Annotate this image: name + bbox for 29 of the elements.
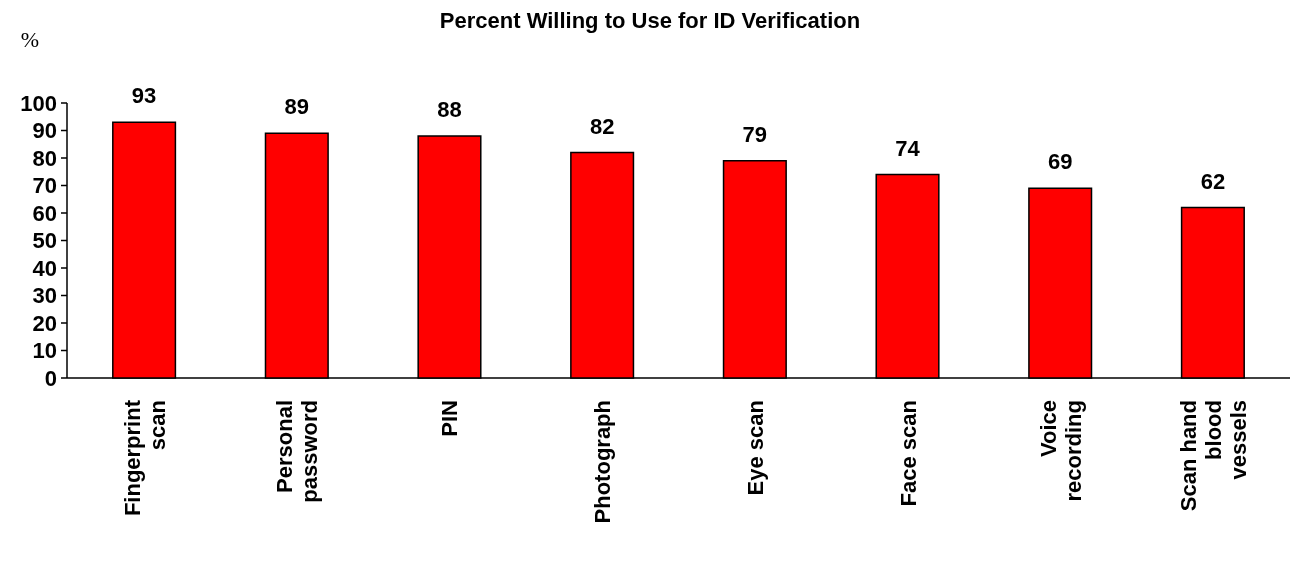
data-label: 88 — [437, 97, 462, 122]
y-tick-label: 0 — [44, 365, 57, 391]
x-tick-label: Voice recording — [1035, 400, 1086, 502]
chart-title: Percent Willing to Use for ID Verification — [439, 8, 861, 33]
y-tick-label: 60 — [32, 200, 57, 226]
x-tick-label: PIN — [437, 400, 463, 437]
x-tick-label: Scan hand blood vessels — [1175, 400, 1251, 512]
y-tick-label: 90 — [32, 118, 57, 144]
data-label: 82 — [589, 113, 615, 139]
data-label: 62 — [1200, 168, 1226, 194]
y-tick-label: 30 — [32, 283, 57, 309]
y-tick-label: 20 — [32, 310, 57, 336]
x-tick-label: Fingerprint scan — [119, 399, 170, 517]
y-tick-label: 50 — [32, 228, 57, 254]
y-tick-label: 10 — [32, 338, 57, 364]
x-tick-label: Eye scan — [742, 400, 768, 496]
data-label: 93 — [131, 83, 157, 109]
y-tick-label: 80 — [32, 145, 57, 171]
x-tick-label: Face scan — [895, 400, 921, 507]
x-tick-label: Personal password — [272, 400, 323, 503]
y-tick-label: 70 — [32, 173, 57, 199]
data-label: 89 — [284, 94, 310, 120]
y-axis-title: % — [20, 27, 40, 52]
x-tick-label: Photograph — [590, 400, 616, 524]
y-tick-label: 40 — [32, 255, 57, 281]
data-label: 79 — [742, 121, 768, 147]
y-tick-label: 100 — [20, 90, 57, 116]
data-label: 69 — [1047, 149, 1073, 175]
data-label: 74 — [895, 135, 921, 161]
